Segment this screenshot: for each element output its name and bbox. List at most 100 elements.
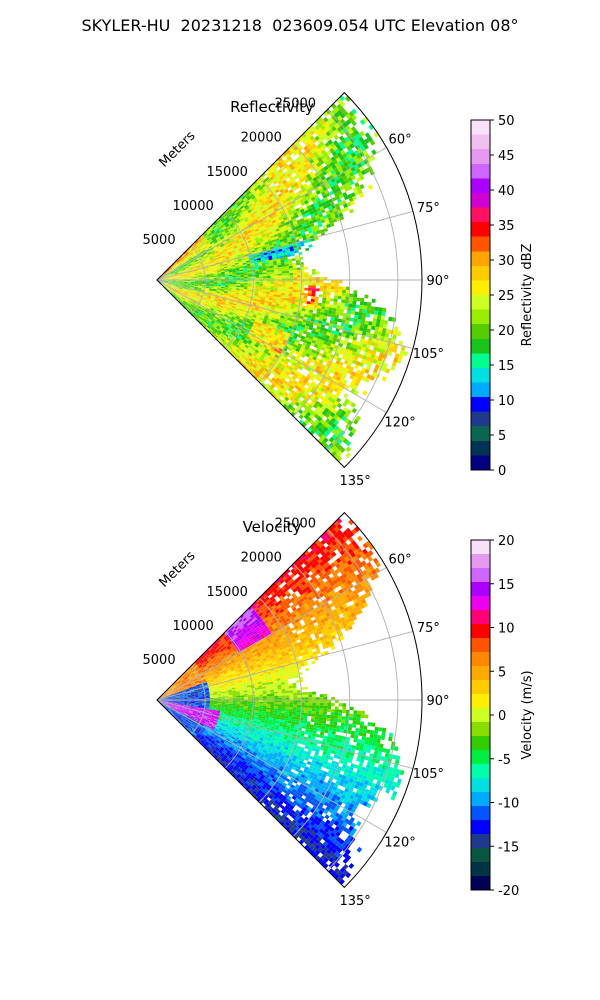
refl-field-cell [221, 337, 226, 341]
refl-field-cell [215, 306, 220, 309]
refl-field-cell [274, 286, 278, 289]
refl-field-cell [281, 266, 286, 270]
refl-field-cell [232, 271, 237, 274]
refl-field-cell [225, 326, 230, 330]
refl-field-cell [235, 288, 240, 291]
refl-field-cell [216, 319, 221, 323]
refl-field-cell [209, 321, 214, 326]
refl-field-cell [198, 277, 203, 279]
refl-field-cell [285, 273, 290, 276]
refl-field-cell [210, 332, 215, 337]
refl-field-cell [231, 241, 236, 245]
refl-field-cell [266, 276, 271, 279]
refl-field-cell [172, 266, 176, 269]
refl-field-cell [235, 292, 240, 295]
refl-field-cell [186, 308, 191, 312]
refl-field-cell [214, 240, 218, 244]
refl-field-cell [190, 285, 195, 287]
refl-field-cell [163, 275, 168, 277]
refl-field-cell [210, 258, 214, 261]
refl-field-cell [285, 286, 290, 290]
refl-field-cell [215, 321, 220, 325]
refl-field-cell [172, 281, 176, 282]
refl-field-cell [219, 339, 224, 344]
refl-field-cell [270, 283, 275, 287]
refl-field-cell [162, 284, 166, 288]
refl-field-cell [167, 284, 172, 286]
refl-field-cell [178, 262, 183, 266]
refl-field-cell [186, 248, 191, 252]
refl-field-cell [239, 267, 244, 270]
refl-field-cell [190, 261, 195, 264]
refl-field-cell [217, 335, 222, 340]
refl-field-cell [211, 320, 216, 324]
refl-field-cell [168, 281, 173, 282]
refl-field-cell [281, 275, 286, 278]
refl-field-cell [234, 229, 239, 234]
refl-field-cell [217, 283, 222, 285]
refl-field-cell [204, 254, 209, 257]
refl-field-cell [266, 289, 271, 292]
refl-field-cell [255, 285, 260, 288]
refl-field-cell [308, 282, 313, 286]
refl-field-cell [206, 259, 211, 262]
refl-field-cell [228, 210, 233, 215]
refl-field-cell [178, 295, 182, 299]
refl-field-cell [224, 304, 229, 308]
refl-field-cell [204, 239, 208, 243]
refl-field-cell [207, 296, 212, 299]
refl-field-cell [231, 266, 236, 269]
refl-field-cell [190, 304, 194, 308]
refl-field-cell [190, 287, 194, 290]
refl-field-cell [211, 252, 216, 256]
refl-field-cell [169, 268, 173, 272]
refl-field-cell [205, 300, 210, 304]
refl-field-cell [205, 268, 210, 271]
refl-field-cell [228, 321, 233, 325]
refl-field-cell [295, 297, 300, 301]
refl-field-cell [196, 248, 201, 252]
refl-field-cell [170, 272, 175, 275]
refl-field-cell [204, 291, 209, 293]
refl-field-cell [164, 280, 169, 282]
refl-field-cell [219, 314, 224, 318]
refl-field-cell [178, 287, 182, 290]
refl-field-cell [199, 316, 204, 320]
refl-field-cell [210, 235, 215, 239]
refl-field-cell [201, 257, 206, 260]
refl-field-cell [223, 314, 228, 318]
refl-field-cell [187, 283, 191, 285]
refl-field-cell [350, 310, 356, 315]
refl-field-cell [213, 309, 218, 312]
refl-field-cell [249, 312, 254, 315]
refl-field-cell [186, 254, 191, 258]
refl-field-cell [206, 230, 210, 234]
refl-field-cell [168, 289, 172, 292]
refl-field-cell [159, 282, 164, 285]
refl-field-cell [204, 316, 209, 320]
refl-field-cell [171, 275, 176, 277]
refl-field-cell [213, 287, 217, 290]
refl-field-cell [234, 325, 239, 329]
refl-field-cell [240, 275, 245, 278]
refl-field-cell [194, 284, 199, 286]
refl-field-cell [183, 281, 188, 283]
refl-field-cell [234, 296, 239, 299]
refl-field-cell [218, 249, 223, 253]
refl-field-cell [200, 308, 205, 312]
refl-field-cell [281, 290, 286, 294]
refl-field-cell [371, 298, 376, 303]
refl-field-cell [359, 304, 364, 309]
refl-field-cell [211, 326, 216, 330]
refl-field-cell [183, 293, 188, 296]
refl-field-cell [163, 273, 167, 276]
refl-field-cell [170, 285, 175, 288]
refl-field-cell [215, 264, 220, 267]
refl-field-cell [207, 263, 212, 266]
refl-field-cell [200, 247, 205, 251]
refl-field-cell [328, 307, 333, 311]
refl-field-cell [187, 277, 192, 279]
refl-field-cell [213, 284, 218, 287]
refl-field-cell [169, 269, 174, 272]
refl-field-cell [213, 273, 218, 276]
